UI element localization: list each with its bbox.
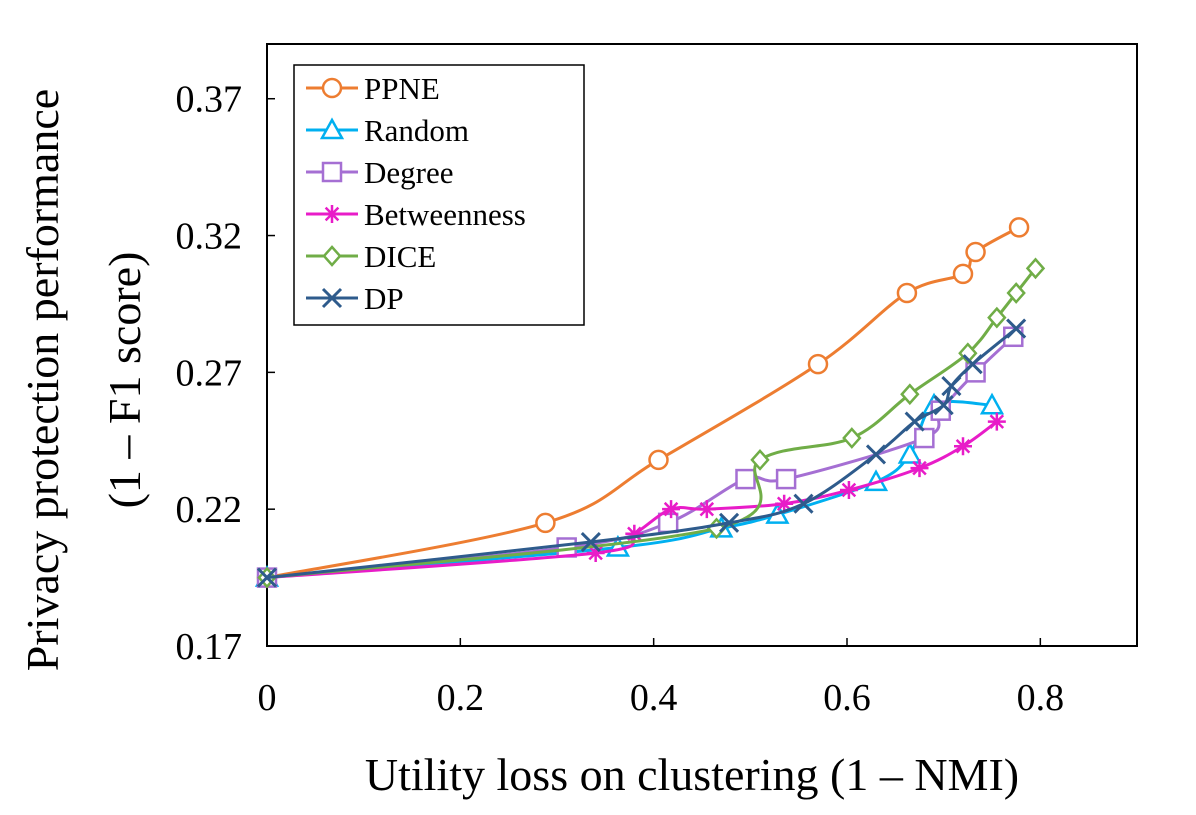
data-point-betweenness bbox=[625, 524, 644, 543]
legend-item-random: Random bbox=[306, 113, 469, 148]
x-tick-label: 0.4 bbox=[630, 677, 678, 719]
data-point-dp bbox=[256, 567, 278, 588]
data-point-dp bbox=[933, 395, 954, 416]
x-tick-label: 0.6 bbox=[823, 677, 871, 719]
data-point-ppne bbox=[896, 282, 918, 304]
legend: PPNE Random Degree Betweenness DICE DP bbox=[293, 64, 585, 326]
data-point-dp bbox=[580, 531, 601, 553]
data-point-dice bbox=[842, 427, 862, 449]
axis-ticks: 0 0.2 0.4 0.6 0.8 0.17 0.22 0.27 0.32 0.37 bbox=[176, 79, 1065, 719]
y-tick-label: 0.17 bbox=[176, 626, 243, 668]
data-point-betweenness bbox=[697, 500, 716, 519]
data-point-betweenness bbox=[839, 481, 858, 500]
x-tick-label: 0 bbox=[258, 677, 277, 719]
legend-item-dice: DICE bbox=[306, 239, 436, 274]
data-point-betweenness bbox=[586, 543, 605, 562]
data-point-dp bbox=[793, 493, 814, 514]
legend-marker-ppne bbox=[321, 77, 343, 99]
data-point-dice bbox=[900, 383, 920, 406]
data-point-degree bbox=[735, 468, 756, 490]
x-tick-label: 0.8 bbox=[1017, 677, 1065, 719]
data-point-dp bbox=[904, 411, 925, 432]
legend-marker-betweenness bbox=[323, 205, 341, 223]
legend-item-degree: Degree bbox=[306, 155, 454, 190]
legend-marker-dice bbox=[322, 245, 342, 267]
data-point-dp bbox=[962, 354, 983, 375]
legend-marker-degree bbox=[321, 161, 343, 183]
legend-marker-dp bbox=[321, 287, 343, 309]
legend-item-dp: DP bbox=[306, 281, 404, 316]
data-point-dice bbox=[1025, 257, 1046, 280]
legend-label-degree: Degree bbox=[364, 155, 454, 190]
data-point-ppne bbox=[648, 449, 669, 471]
data-point-ppne bbox=[965, 241, 986, 263]
legend-label-dice: DICE bbox=[364, 239, 436, 274]
legend-item-ppne: PPNE bbox=[306, 71, 440, 106]
data-point-dp bbox=[719, 512, 740, 533]
series-dice bbox=[257, 257, 1046, 589]
data-point-dice bbox=[1006, 282, 1026, 304]
legend-item-betweenness: Betweenness bbox=[306, 197, 526, 232]
data-point-degree bbox=[657, 512, 679, 534]
series-line-ppne bbox=[266, 226, 1020, 580]
data-point-random bbox=[897, 441, 922, 464]
data-point-betweenness bbox=[987, 412, 1006, 431]
series-layer bbox=[254, 217, 1046, 589]
y-tick-label: 0.27 bbox=[176, 352, 243, 394]
data-point-ppne bbox=[535, 512, 556, 534]
data-point-degree bbox=[914, 427, 935, 449]
data-point-dp bbox=[865, 444, 887, 465]
data-point-dice bbox=[958, 342, 978, 365]
legend-label-betweenness: Betweenness bbox=[364, 197, 526, 232]
x-axis-title: Utility loss on clustering (1 – NMI) bbox=[365, 749, 1019, 800]
legend-box bbox=[293, 64, 585, 326]
data-point-ppne bbox=[952, 263, 974, 285]
y-axis-title-line1: Privacy protection performance bbox=[17, 89, 68, 671]
data-point-degree bbox=[775, 468, 797, 490]
plot-frame bbox=[266, 43, 1138, 647]
data-point-betweenness bbox=[662, 500, 681, 519]
legend-marker-random bbox=[319, 117, 345, 140]
data-point-dice bbox=[987, 306, 1007, 329]
data-point-ppne bbox=[807, 353, 829, 375]
legend-label-random: Random bbox=[364, 113, 469, 148]
data-point-dp bbox=[941, 375, 962, 397]
legend-label-dp: DP bbox=[364, 281, 404, 316]
y-tick-label: 0.32 bbox=[176, 216, 243, 258]
data-point-betweenness bbox=[775, 494, 794, 513]
data-point-random bbox=[979, 392, 1005, 415]
series-dp bbox=[256, 318, 1027, 588]
series-random bbox=[254, 392, 1005, 587]
data-point-betweenness bbox=[910, 459, 929, 478]
y-tick-label: 0.22 bbox=[176, 489, 243, 531]
x-tick-label: 0.2 bbox=[437, 677, 485, 719]
data-point-dp bbox=[1006, 318, 1027, 339]
legend-label-ppne: PPNE bbox=[364, 71, 440, 106]
data-point-dice bbox=[750, 449, 770, 471]
data-point-ppne bbox=[1008, 217, 1030, 238]
y-axis-title-line2: (1 – F1 score) bbox=[99, 252, 150, 509]
data-point-betweenness bbox=[954, 437, 972, 456]
y-tick-label: 0.37 bbox=[176, 79, 243, 121]
